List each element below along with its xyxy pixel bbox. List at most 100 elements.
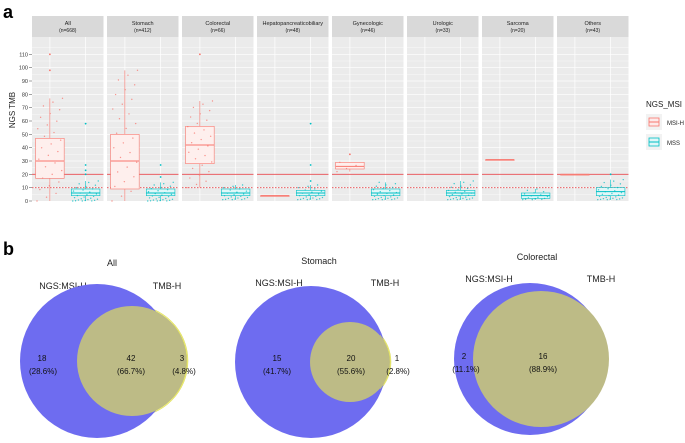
facet-urologic-mss-point [460,185,462,187]
facet-colorectal-mss-point [241,184,244,186]
facet-colorectal-msi-h-point [186,186,188,189]
facet-colorectal-mss-point [222,186,225,189]
facet-urologic-mss-point [466,198,468,201]
facet-gynecologic-mss-point [384,198,386,200]
facet-all-msi-h-point [36,200,38,202]
facet-stomach-msi-h-point [115,132,118,134]
facet-others-mss-point [606,198,608,201]
venn-all-both-pct: (66.7%) [117,367,145,376]
venn-stomach-title: Stomach [301,256,337,266]
facet-stomach-mss-point [150,187,153,190]
facet-hepatopancreaticobiliary-mss-point [298,194,301,197]
facet-stomach-msi-h-point [118,118,121,120]
facet-all-mss-point [96,198,99,200]
facet-all-msi-h-point [56,120,58,122]
facet-urologic-panel [407,37,479,201]
facet-stomach-mss-point [153,184,155,186]
facet-others-mss-point [612,197,614,200]
facet-colorectal-panel [182,37,254,201]
facet-stomach-msi-h-point [129,151,131,154]
facet-others-mss-point [600,185,603,188]
facet-sarcoma-mss-point [541,198,543,201]
facet-colorectal-mss-point [240,195,242,198]
facet-stomach-mss-point [164,192,166,194]
facet-colorectal-msi-h-point [194,158,197,160]
facet-colorectal-msi-h-point [190,142,193,144]
facet-all-msi-h-point [44,166,47,168]
venn-all-only-tmb-count: 3 [180,354,185,363]
facet-all-mss-point [78,183,80,185]
facet-colorectal-msi-h-point [193,132,196,134]
facet-colorectal-msi-h-point [189,177,191,179]
facet-all-mss-point [92,195,95,198]
venn-all-only-msi-pct: (28.6%) [29,367,57,376]
facet-gynecologic-mss-point [380,196,382,199]
facet-urologic-mss-point [455,196,457,199]
facet-colorectal-msi-h-point [211,100,214,102]
facet-others-mss-point [601,193,604,195]
facet-all-msi-h-outlier [48,69,51,72]
facet-stomach-mss-point [165,197,167,200]
venn-colorectal: Colorectal NGS:MSI-H TMB-H 2 (11.1%) 16 … [452,252,615,435]
facet-stomach-mss-point [149,200,152,202]
facet-all-mss-outlier [84,164,87,166]
legend: NGS_MSI MSI-H MSS [646,100,684,150]
facet-colorectal-mss-point [243,198,246,200]
facet-gynecologic-mss-point [374,198,377,201]
facet-stomach-msi-h-point [136,161,138,163]
facet-stomach-mss-point [162,199,164,201]
facet-hepatopancreaticobiliary-mss-point [299,198,302,201]
y-tick-label: 10 [22,186,28,192]
venn-stomach-only-msi-count: 15 [273,354,282,363]
facet-stomach-msi-h-point [114,185,116,188]
facet-colorectal-msi-h-point [211,161,213,163]
facet-all-msi-h-point [46,124,49,126]
facet-colorectal-mss-point [229,189,231,191]
facet-all-mss-point [95,193,98,195]
facet-urologic-mss-point [468,198,471,200]
facet-colorectal-msi-h-point [191,167,194,170]
facet-gynecologic-msi-h-point [336,170,338,173]
facet-all-msi-h-point [37,128,39,130]
facet-stomach-msi-h-point [132,137,134,139]
facet-all-msi-h-point [40,147,43,149]
facet-stomach-msi-h-point [133,84,136,86]
facet-hepatopancreaticobiliary-mss-point [302,197,305,200]
facet-all-msi-h-point [50,143,52,145]
facet-all-msi-h-point [41,177,44,179]
facet-all-mss-point [73,196,76,199]
facet-urologic-mss-point [458,195,460,197]
facet-all-mss-point [82,189,84,191]
facet-all-count: (n=668) [59,28,77,34]
facet-others-mss-point [599,198,602,201]
facet-hepatopancreaticobiliary-mss-outlier [309,122,312,125]
facet-gynecologic-msi-h-outlier [348,153,351,156]
facet-gynecologic-mss-point [381,198,383,201]
facet-stomach-msi-h-point [116,171,119,173]
facet-stomach-msi-h-point [136,69,139,72]
facet-sarcoma-mss-point [537,196,539,199]
facet-all-msi-h-point [49,112,51,115]
facet-gynecologic-mss-point [386,192,388,195]
facet-hepatopancreaticobiliary-mss-point [312,197,314,199]
facet-gynecologic-count: (n=46) [360,28,375,34]
facet-all-msi-h-point [52,101,54,103]
facet-gynecologic-mss-point [383,194,385,197]
facet-colorectal-mss-point [239,188,241,190]
facet-stomach-mss-point [166,200,168,202]
facet-stomach-mss-point [172,181,174,184]
facet-urologic-mss-point [447,189,450,192]
facet-sarcoma-mss-point [534,198,536,200]
facet-others-mss-point [618,198,621,200]
facet-colorectal-mss-point [233,194,235,196]
facet-gynecologic-mss-point [391,198,393,201]
facet-hepatopancreaticobiliary-mss-point [297,186,300,189]
facet-stomach-mss-point [151,195,154,197]
facet-hepatopancreaticobiliary-count: (n=48) [285,28,300,34]
facet-all-mss-point [91,188,94,190]
facet-colorectal-mss-point [223,194,226,197]
facet-gynecologic-mss-point [395,191,398,194]
y-tick-label: 0 [25,199,28,205]
facet-gynecologic-msi-h-box [335,162,365,170]
venn-colorectal-overlap [473,291,609,427]
